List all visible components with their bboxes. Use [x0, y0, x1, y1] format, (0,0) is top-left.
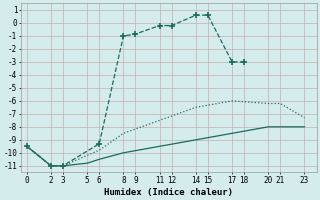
X-axis label: Humidex (Indice chaleur): Humidex (Indice chaleur) — [104, 188, 233, 197]
